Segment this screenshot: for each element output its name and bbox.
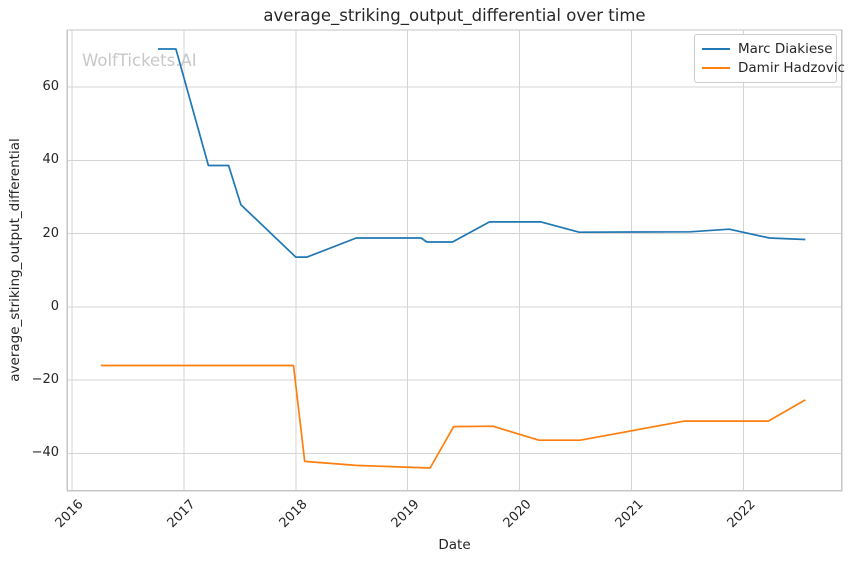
x-axis-label: Date [438,537,471,553]
y-tick-label: −40 [31,445,59,461]
y-tick-label: 0 [50,298,59,314]
damir-hadzovic-line [100,364,806,469]
watermark: WolfTickets.AI [82,51,197,70]
legend-item-damir-hadzovic: Damir Hadzovic [702,58,845,77]
legend-line-swatch [702,47,730,50]
plot-border [66,29,843,492]
y-tick-label: 20 [42,225,59,241]
y-tick-label: 60 [42,79,59,95]
legend-label: Damir Hadzovic [738,59,845,76]
legend: Marc Diakiese Damir Hadzovic [694,34,845,83]
marc-diakiese-line [158,48,806,258]
y-tick-label: 40 [42,152,59,168]
legend-line-swatch [702,66,730,69]
legend-label: Marc Diakiese [738,40,833,57]
y-tick-label: −20 [31,372,59,388]
legend-item-marc-diakiese: Marc Diakiese [702,39,833,58]
y-axis-label: average_striking_output_differential [7,138,23,382]
chart-title: average_striking_output_differential ove… [263,6,646,25]
